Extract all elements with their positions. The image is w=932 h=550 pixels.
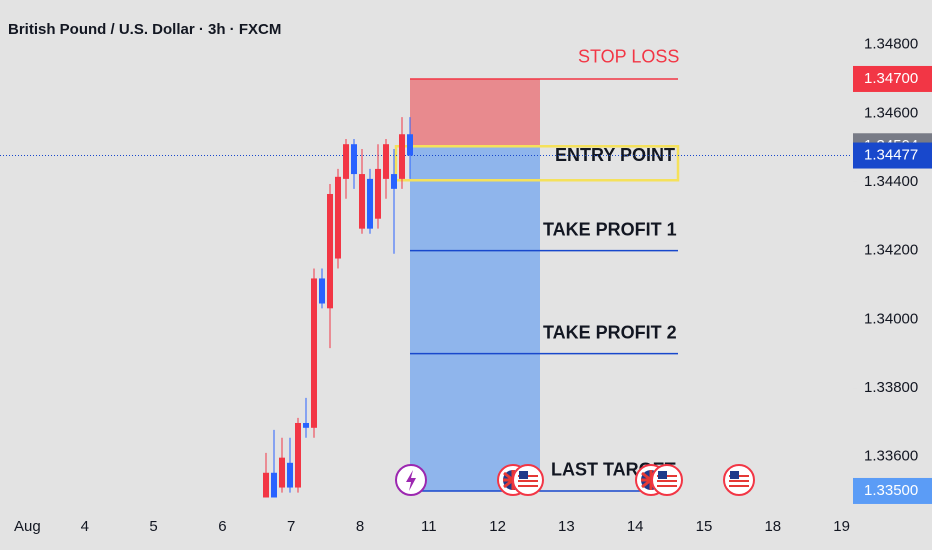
candle-body [391,174,397,189]
y-tick-label: 1.33800 [864,379,918,396]
candle-body [367,178,373,229]
candle-body [335,176,341,259]
y-tick-label: 1.34400 [864,173,918,190]
candle-body [295,422,301,488]
x-tick-label: 8 [356,518,364,535]
price-badge [853,477,932,504]
x-tick-label: 14 [627,518,644,535]
candle-body [383,144,389,179]
x-tick-label: 4 [81,518,89,535]
target-zone [410,146,540,491]
candle-body [407,134,413,156]
price-badge-label: 1.33500 [864,482,918,499]
candle-body [375,168,381,219]
candle-body [263,472,269,498]
x-tick-label: 12 [489,518,506,535]
candle-body [271,472,277,498]
candle-body [399,134,405,179]
x-tick-label: 7 [287,518,295,535]
stop-zone [410,78,540,147]
x-tick-label: 6 [218,518,226,535]
event-icon[interactable] [406,470,416,491]
x-tick-label: 19 [833,518,850,535]
y-tick-label: 1.34000 [864,310,918,327]
y-tick-label: 1.34200 [864,242,918,259]
x-tick-label: 13 [558,518,575,535]
event-icons [395,464,755,496]
level-label: TAKE PROFIT 1 [543,219,677,239]
level-label: TAKE PROFIT 2 [543,322,677,342]
y-tick-label: 1.34800 [864,36,918,53]
x-tick-label: 5 [149,518,157,535]
level-label: STOP LOSS [578,47,679,67]
price-badge [853,65,932,92]
chart-title: British Pound / U.S. Dollar · 3h · FXCM [8,21,281,38]
candle-body [351,144,357,175]
x-tick-label: Aug [14,518,41,535]
candle-body [287,462,293,488]
x-tick-label: 18 [764,518,781,535]
candle-body [327,193,333,309]
candle-body [279,457,285,488]
event-icon[interactable] [519,471,528,479]
candle-body [311,278,317,428]
entry-zone [394,145,680,182]
y-tick-label: 1.33600 [864,448,918,465]
candle-body [359,174,365,229]
y-tick-label: 1.34600 [864,104,918,121]
x-tick-label: 15 [696,518,713,535]
candle-body [303,422,309,428]
price-badge-label: 1.34700 [864,70,918,87]
price-badge [853,142,932,169]
candle-body [343,144,349,179]
price-badge-label: 1.34477 [864,146,918,163]
event-icon[interactable] [730,471,739,479]
level-label: ENTRY POINT [555,145,675,165]
candle-body [319,278,325,304]
x-tick-label: 11 [421,518,437,535]
event-icon[interactable] [658,471,667,479]
